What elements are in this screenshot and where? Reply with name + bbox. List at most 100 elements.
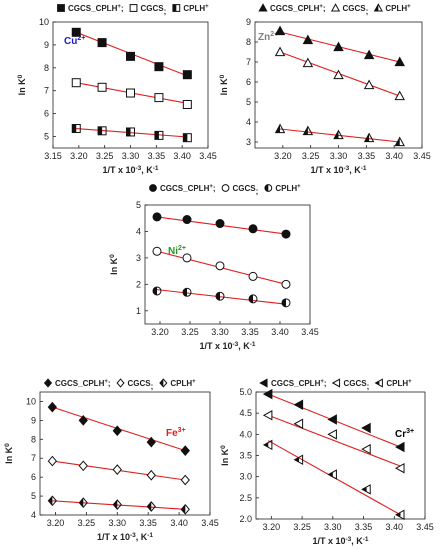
data-point-series-3: [394, 509, 405, 521]
y-axis-label: ln K0: [4, 443, 14, 464]
legend: CGCS_CPLH+; CGCS; CPLH+: [43, 378, 196, 391]
data-point-series-1: [361, 422, 371, 434]
y-tick-label: 3.5: [239, 451, 252, 461]
legend: CGCS_CPLH+; CGCS; CPLH+: [149, 184, 301, 196]
data-point-series-1: [394, 56, 405, 67]
y-tick-label: 7: [246, 57, 251, 67]
fit-line-3: [52, 500, 186, 510]
y-tick-label: 6: [246, 77, 251, 87]
legend-label: CGCS;: [128, 379, 154, 391]
data-point-series-1: [180, 445, 190, 457]
y-tick-label: 10: [26, 396, 36, 406]
x-axis-label: 1/T x 10-3, K-1: [102, 165, 158, 175]
legend-item: CGCS;: [116, 378, 154, 391]
legend-label: CGCS_CPLH+;: [68, 4, 124, 13]
panel-zn: 3.20 3.25 3.30 3.35 3.40 3.45 3 4 5 6 7 8 9 1/T x 10-…: [219, 3, 431, 175]
legend-item: CGCS_CPLH+;: [259, 378, 327, 388]
data-point-series-2: [333, 69, 344, 80]
plot-frame: [255, 391, 426, 520]
y-axis-label: ln K0: [109, 254, 119, 275]
data-point-series-1: [333, 41, 344, 52]
data-point-series-2: [112, 464, 122, 475]
data-point-series-1: [78, 415, 88, 426]
data-point-series-3: [302, 125, 314, 136]
legend-marker-icon: [116, 378, 125, 388]
data-point-series-2: [327, 429, 337, 440]
data-point-series-2: [394, 462, 405, 474]
x-axis-label: 1/T x 10-3, K-1: [310, 165, 366, 175]
data-point-series-3: [71, 124, 81, 134]
y-tick-label: 2.0: [239, 514, 252, 524]
x-tick-label: 3.20: [274, 151, 292, 161]
data-point-series-2: [293, 418, 304, 429]
y-tick-label: 2: [136, 279, 141, 289]
x-tick-label: 3.45: [413, 151, 431, 161]
data-point-series-3: [126, 127, 135, 137]
x-tick-label: 3.45: [199, 151, 217, 161]
legend-marker-icon: [129, 4, 138, 12]
legend-item: CGCS;: [129, 4, 167, 16]
y-tick-label: 7: [44, 86, 49, 96]
y-tick-label: 7: [31, 453, 36, 463]
x-tick-label: 3.30: [330, 151, 348, 161]
data-point-series-2: [126, 88, 135, 98]
data-point-series-2: [394, 90, 405, 101]
ion-label: Zn2+: [258, 31, 278, 43]
x-tick-label: 3.40: [385, 151, 403, 161]
x-tick-label: 3.45: [201, 518, 219, 528]
y-tick-label: 6: [31, 472, 36, 482]
legend-marker-icon: [374, 378, 383, 388]
y-tick-label: 8: [31, 434, 36, 444]
x-tick-label: 3.30: [122, 151, 140, 161]
legend-label: CPLH+: [183, 4, 209, 13]
data-point-series-3: [47, 495, 58, 507]
x-tick-label: 3.30: [324, 522, 342, 532]
legend-marker-icon: [331, 378, 341, 388]
data-point-series-2: [78, 460, 88, 472]
legend-item: CGCS_CPLH+;: [43, 378, 111, 388]
legend-item: CPLH+: [264, 184, 301, 193]
panel-cr: 3.20 3.25 3.30 3.35 3.40 3.45 2.0 2.5 3.0 3.5 4.0 4…: [220, 378, 434, 546]
legend-marker-icon: [149, 184, 157, 192]
data-point-series-1: [215, 219, 225, 229]
panel-ni: 3.20 3.25 3.30 3.35 3.40 3.45 1 2 3 4 5 1/T x 10-3,…: [109, 184, 319, 351]
data-point-series-1: [293, 399, 304, 410]
legend-item: CPLH+: [374, 378, 412, 388]
x-tick-label: 3.35: [139, 518, 157, 528]
legend-label: CGCS_CPLH+;: [270, 4, 326, 13]
y-axis-label: ln K0: [219, 74, 229, 95]
legend-marker-icon: [373, 3, 383, 12]
y-tick-label: 9: [31, 415, 36, 425]
data-point-series-2: [71, 78, 81, 88]
legend-item: CGCS_CPLH+;: [258, 3, 326, 13]
data-point-series-3: [112, 499, 122, 510]
panel-cu: 3.15 3.20 3.25 3.30 3.35 3.40 3.45 5 6 7 8 9 10 1/T x…: [17, 4, 217, 175]
x-tick-label: 3.35: [148, 151, 166, 161]
data-point-series-1: [154, 62, 164, 72]
y-axis-label: ln K0: [17, 74, 27, 95]
ion-label: Fe3+: [166, 427, 186, 439]
legend-label: CGCS;: [141, 4, 167, 16]
y-tick-label: 6: [44, 109, 49, 119]
legend-label: CPLH+: [275, 184, 301, 193]
data-point-series-1: [248, 224, 258, 234]
data-point-series-3: [152, 286, 162, 296]
data-point-series-1: [152, 212, 162, 222]
data-point-series-2: [281, 279, 291, 289]
ion-label: Ni2+: [168, 245, 186, 257]
data-point-series-2: [363, 79, 375, 90]
x-tick-label: 3.25: [96, 151, 114, 161]
data-point-series-3: [215, 291, 225, 301]
x-tick-label: 3.40: [271, 327, 289, 337]
data-point-series-1: [126, 51, 135, 61]
y-tick-label: 4: [136, 226, 141, 236]
legend-label: CPLH+: [385, 4, 411, 13]
data-point-series-2: [154, 93, 164, 103]
y-tick-label: 4.0: [239, 429, 252, 439]
legend: CGCS_CPLH+; CGCS; CPLH+: [258, 3, 411, 16]
data-point-series-3: [281, 298, 291, 308]
ion-label: Cr3+: [395, 428, 414, 440]
fit-line-3: [279, 128, 400, 143]
legend-item: CGCS_CPLH+;: [149, 184, 216, 193]
data-point-series-2: [180, 474, 190, 486]
